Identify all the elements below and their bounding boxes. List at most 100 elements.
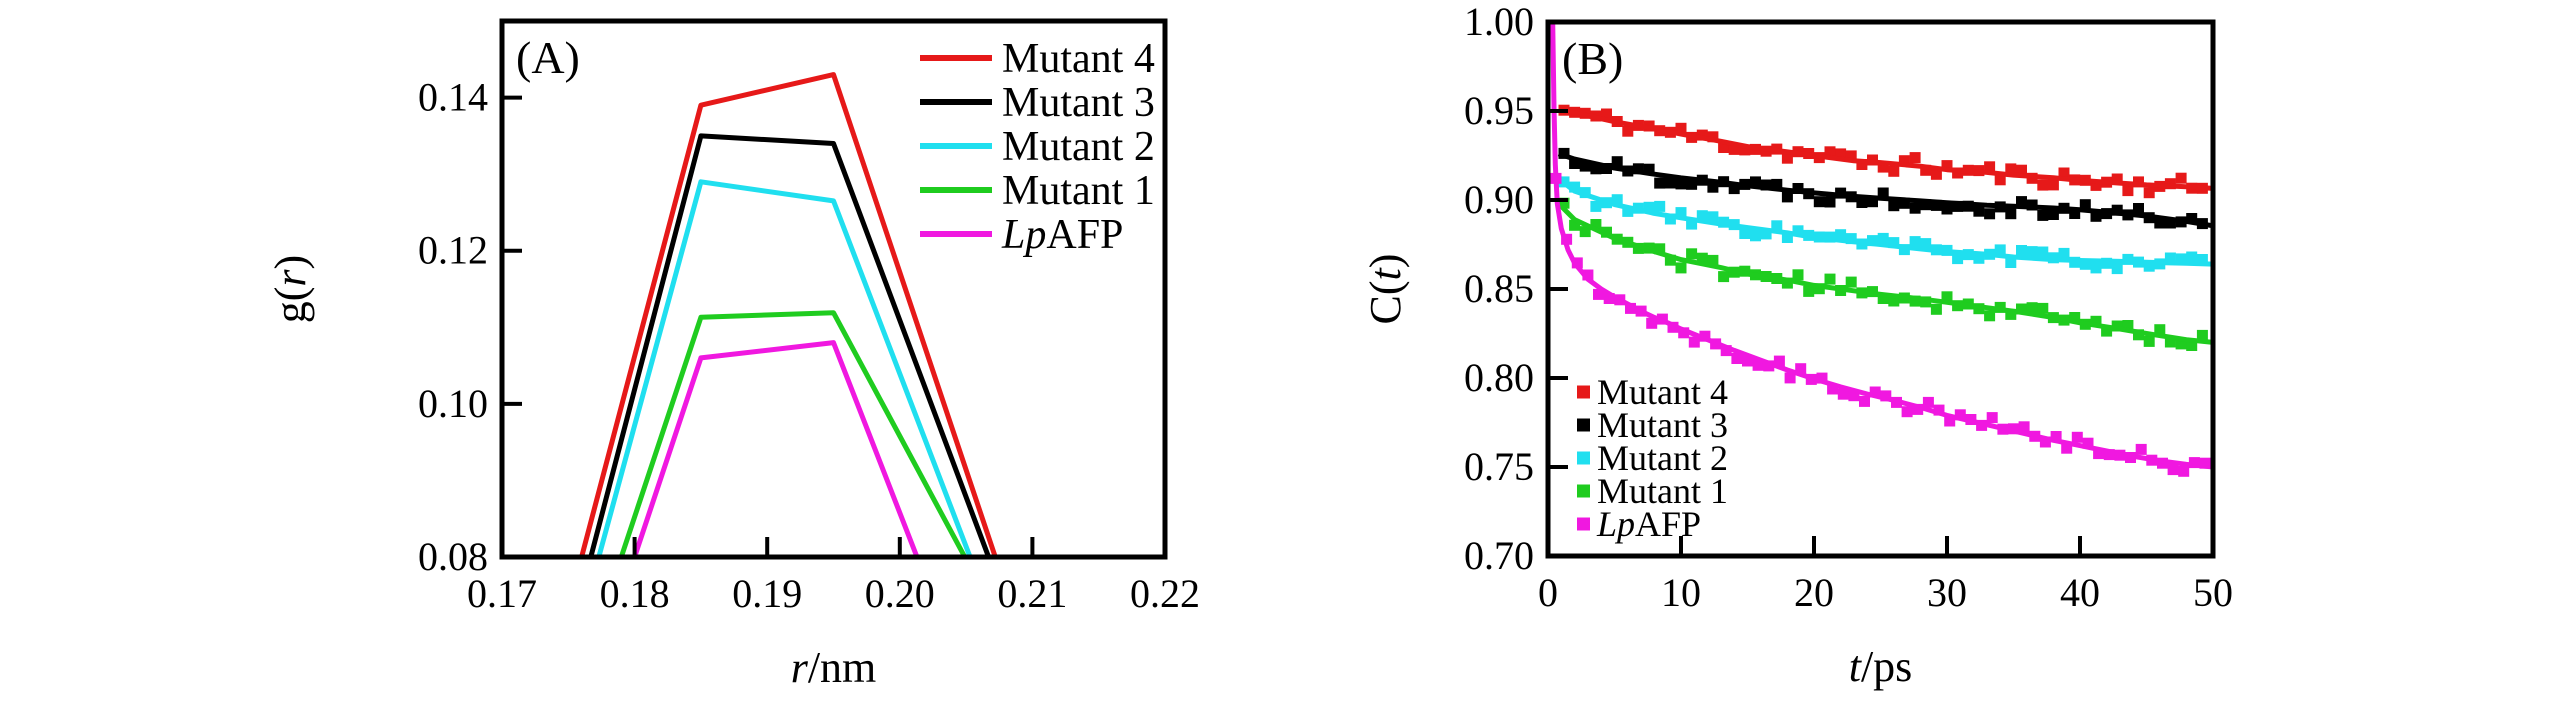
data-point-marker xyxy=(2164,217,2176,229)
data-point-marker xyxy=(1792,269,1804,281)
data-point-marker xyxy=(1696,210,1708,222)
data-point-marker xyxy=(1859,395,1870,407)
data-point-marker xyxy=(1888,237,1900,249)
data-point-marker xyxy=(1781,277,1793,289)
series-line xyxy=(1557,151,2214,229)
series-line xyxy=(618,310,968,559)
x-tick-label: 20 xyxy=(1794,570,1834,615)
x-tick-label: 0.18 xyxy=(600,571,670,616)
data-point-marker xyxy=(1952,167,1964,179)
y-tick-label: 0.70 xyxy=(1464,533,1534,578)
y-axis-title: g(r) xyxy=(266,255,315,323)
data-point-marker xyxy=(1678,327,1690,339)
data-point-marker xyxy=(1973,252,1985,264)
data-point-marker xyxy=(1933,404,1945,416)
data-point-marker xyxy=(1590,163,1602,175)
data-point-marker xyxy=(1688,336,1700,348)
data-point-marker xyxy=(2058,167,2070,179)
data-point-marker xyxy=(1707,254,1719,266)
data-point-marker xyxy=(1569,181,1581,193)
data-point-marker xyxy=(2026,246,2038,258)
data-point-marker xyxy=(1664,254,1676,266)
data-point-marker xyxy=(1728,143,1740,155)
data-point-marker xyxy=(1944,415,1956,427)
data-point-marker xyxy=(1603,293,1615,304)
data-point-marker xyxy=(1752,359,1764,371)
series-line xyxy=(1557,176,2214,267)
data-point-marker xyxy=(2154,217,2166,229)
data-point-marker xyxy=(2026,302,2038,314)
data-point-marker xyxy=(2082,437,2094,449)
data-point-marker xyxy=(2164,252,2176,264)
x-tick-label: 0.19 xyxy=(732,571,802,616)
y-tick-label: 1.00 xyxy=(1464,0,1534,44)
data-point-marker xyxy=(2175,338,2187,350)
data-point-marker xyxy=(2005,257,2017,268)
legend-square-sample xyxy=(1577,418,1590,432)
x-tick-label: 0.21 xyxy=(997,571,1067,616)
data-point-marker xyxy=(2178,465,2190,477)
data-point-marker xyxy=(2093,448,2105,460)
data-point-marker xyxy=(1941,291,1953,303)
data-point-marker xyxy=(2143,187,2155,199)
data-point-marker xyxy=(2135,443,2147,455)
x-tick-label: 30 xyxy=(1927,570,1967,615)
data-point-marker xyxy=(1654,200,1666,212)
data-point-marker xyxy=(2122,320,2134,331)
data-point-marker xyxy=(1611,156,1623,168)
data-point-marker xyxy=(1792,183,1804,194)
data-point-marker xyxy=(2103,449,2115,461)
series-line xyxy=(588,133,991,558)
data-point-marker xyxy=(2199,457,2211,469)
data-point-marker xyxy=(1941,160,1953,172)
data-point-marker xyxy=(2167,464,2179,476)
data-point-marker xyxy=(1593,288,1604,300)
data-point-marker xyxy=(1837,388,1849,400)
data-point-marker xyxy=(1739,144,1751,156)
data-point-marker xyxy=(2005,163,2017,175)
data-point-marker xyxy=(1771,178,1783,190)
data-point-marker xyxy=(1954,409,1966,421)
data-point-marker xyxy=(1901,406,1913,418)
series-mutant-4 xyxy=(579,72,998,558)
data-point-marker xyxy=(1579,226,1591,238)
data-point-marker xyxy=(1742,355,1753,367)
panel-a-frame xyxy=(499,18,1168,560)
data-point-marker xyxy=(1994,174,2006,186)
data-point-marker xyxy=(1888,295,1900,307)
series-markers xyxy=(1558,147,2208,230)
data-point-marker xyxy=(2016,245,2027,256)
data-point-marker xyxy=(1646,317,1658,329)
data-point-marker xyxy=(1920,238,1932,250)
data-point-marker xyxy=(1731,353,1743,364)
data-point-marker xyxy=(1984,161,1996,173)
legend-entry-mutant-4: Mutant 4 xyxy=(1577,372,1728,412)
data-point-marker xyxy=(1675,178,1687,190)
x-tick-label: 0.22 xyxy=(1130,571,1200,616)
data-point-marker xyxy=(1856,159,1868,170)
data-point-marker xyxy=(1856,197,1868,208)
series-line xyxy=(632,340,920,558)
legend-entry-mutant-2: Mutant 2 xyxy=(920,124,1155,170)
legend-label: LpAFP xyxy=(1596,504,1701,544)
data-point-marker xyxy=(2186,251,2198,263)
series-line xyxy=(1556,201,2214,345)
legend-entry-mutant-3: Mutant 3 xyxy=(920,80,1155,126)
legend-label: Mutant 2 xyxy=(1597,438,1728,478)
data-point-marker xyxy=(1622,125,1634,137)
data-point-marker xyxy=(1590,219,1602,230)
data-point-marker xyxy=(1984,208,1996,220)
series-lpafp xyxy=(632,340,920,558)
legend-label: Mutant 4 xyxy=(1597,372,1728,412)
data-point-marker xyxy=(1835,148,1847,160)
data-point-marker xyxy=(1611,194,1623,206)
panel-b-frame xyxy=(1545,19,2216,559)
data-point-marker xyxy=(2071,431,2083,443)
x-tick-label: 0.20 xyxy=(865,571,935,616)
series-line xyxy=(596,179,973,558)
data-point-marker xyxy=(2111,204,2123,216)
data-point-marker xyxy=(2005,208,2017,220)
data-point-marker xyxy=(1984,310,1996,322)
